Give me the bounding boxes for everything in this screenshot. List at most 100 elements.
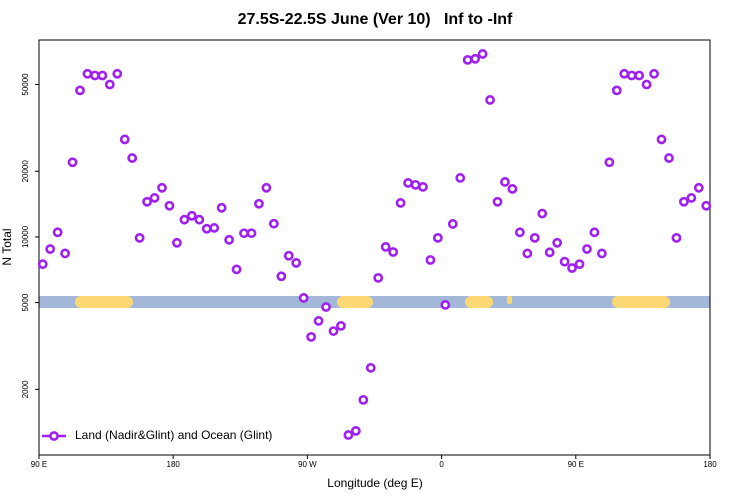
- data-point: [693, 182, 704, 193]
- data-point: [157, 182, 167, 193]
- y-tick-label: 20000: [21, 160, 30, 183]
- data-point: [440, 299, 451, 310]
- data-point: [626, 70, 637, 81]
- data-point: [664, 153, 674, 163]
- data-point: [611, 85, 622, 96]
- data-point: [321, 302, 331, 312]
- data-point: [194, 214, 205, 225]
- data-point: [589, 227, 600, 238]
- data-point: [179, 214, 190, 225]
- data-point: [268, 218, 279, 229]
- data-point: [97, 70, 108, 81]
- x-tick-label: 90 E: [31, 460, 47, 469]
- surface-strip: [39, 296, 710, 308]
- data-point: [52, 227, 63, 238]
- data-point: [537, 208, 548, 219]
- data-point: [306, 331, 317, 342]
- data-point: [291, 258, 302, 268]
- data-point: [336, 320, 346, 331]
- data-point: [462, 54, 473, 65]
- data-point: [410, 179, 421, 190]
- y-tick-label: 5000: [21, 293, 30, 311]
- data-point: [119, 134, 130, 145]
- data-point: [544, 247, 555, 258]
- data-point: [350, 425, 361, 436]
- data-point: [507, 184, 518, 194]
- y-tick-label: 2000: [21, 380, 30, 398]
- data-point: [246, 228, 257, 239]
- data-point: [514, 227, 525, 238]
- data-point: [112, 68, 123, 79]
- legend-marker: [49, 431, 59, 441]
- data-point: [380, 242, 391, 252]
- data-point: [224, 234, 235, 245]
- data-point: [82, 68, 93, 79]
- data-point: [388, 247, 399, 257]
- data-point: [604, 157, 615, 168]
- y-axis-label: N Total: [0, 228, 14, 265]
- data-point: [358, 394, 369, 405]
- data-point: [149, 193, 160, 203]
- data-point: [477, 49, 488, 59]
- data-point: [261, 182, 272, 193]
- data-point: [283, 250, 294, 261]
- x-tick-label: 180: [167, 460, 181, 469]
- data-point: [328, 326, 339, 336]
- data-point: [37, 259, 48, 270]
- data-point: [365, 362, 376, 373]
- data-point: [172, 237, 182, 248]
- data-point: [492, 196, 503, 207]
- y-tick-label: 10000: [21, 225, 30, 248]
- data-point: [567, 263, 577, 273]
- data-point: [134, 232, 145, 243]
- data-point: [701, 200, 712, 211]
- data-point: [276, 271, 287, 282]
- data-point: [529, 232, 540, 243]
- data-point: [164, 200, 175, 211]
- data-point: [60, 248, 70, 259]
- land-strip: [507, 296, 512, 304]
- chart-title: 27.5S-22.5S June (Ver 10) Inf to -Inf: [238, 11, 513, 28]
- data-point: [596, 248, 607, 259]
- data-point: [67, 157, 78, 168]
- data-point: [582, 244, 592, 254]
- data-point: [142, 196, 153, 207]
- data-point: [559, 256, 570, 267]
- data-point: [574, 259, 585, 270]
- x-tick-label: 90 W: [298, 460, 317, 469]
- data-point: [75, 85, 85, 96]
- data-point: [485, 95, 495, 105]
- data-point: [432, 232, 443, 243]
- data-point: [201, 223, 212, 234]
- data-point: [313, 316, 324, 326]
- data-point: [403, 178, 413, 188]
- x-tick-label: 90 E: [568, 460, 584, 469]
- data-point: [649, 68, 659, 79]
- data-point: [686, 193, 697, 203]
- data-point: [447, 219, 458, 229]
- land-strip: [465, 296, 493, 308]
- data-point: [216, 202, 227, 213]
- data-point: [522, 248, 533, 259]
- data-point: [127, 153, 138, 163]
- data-point: [104, 79, 115, 90]
- data-point: [679, 196, 689, 207]
- x-tick-label: 0: [439, 460, 444, 469]
- plot-frame: [38, 39, 711, 456]
- data-point: [470, 53, 481, 64]
- data-point: [90, 70, 100, 81]
- land-strip: [612, 296, 670, 308]
- data-point: [186, 210, 197, 221]
- data-point: [418, 182, 428, 192]
- data-point: [455, 173, 466, 183]
- data-point: [425, 255, 436, 265]
- data-point: [239, 228, 249, 239]
- data-point: [641, 79, 652, 90]
- x-axis-label: Longitude (deg E): [327, 476, 422, 490]
- data-point: [619, 68, 630, 79]
- data-point: [298, 293, 309, 303]
- land-strip: [337, 296, 373, 308]
- y-tick-label: 50000: [21, 73, 30, 96]
